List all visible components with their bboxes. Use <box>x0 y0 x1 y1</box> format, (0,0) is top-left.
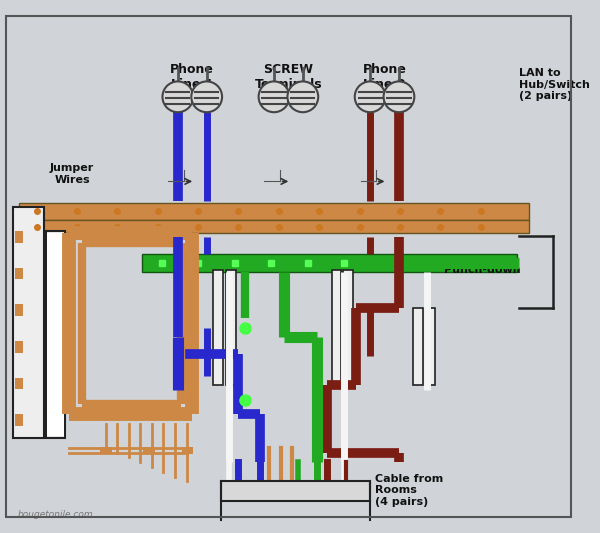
Bar <box>425 308 434 385</box>
Text: bougetonile.com: bougetonile.com <box>17 510 93 519</box>
Bar <box>16 341 23 352</box>
Bar <box>16 231 23 243</box>
Bar <box>221 481 370 500</box>
Bar <box>47 233 64 436</box>
Bar <box>16 268 23 279</box>
Bar <box>100 447 112 455</box>
Bar <box>46 231 65 438</box>
Text: SCREW
Terminals: SCREW Terminals <box>254 63 322 91</box>
Text: Phone
Line 2: Phone Line 2 <box>362 63 406 91</box>
Text: Jumper
Wires: Jumper Wires <box>50 163 94 184</box>
Bar <box>214 270 223 385</box>
Bar <box>143 447 155 455</box>
Bar <box>16 304 23 316</box>
Bar <box>226 270 236 385</box>
Circle shape <box>383 82 415 112</box>
Circle shape <box>163 82 193 112</box>
Bar <box>142 254 517 272</box>
Bar <box>16 414 23 426</box>
Bar <box>343 270 353 385</box>
Text: Cable from
Rooms
(4 pairs): Cable from Rooms (4 pairs) <box>375 474 443 507</box>
Text: Phone
Line 1: Phone Line 1 <box>170 63 214 91</box>
Bar <box>413 308 423 385</box>
Circle shape <box>287 82 318 112</box>
Circle shape <box>259 82 289 112</box>
Bar <box>332 270 341 385</box>
Bar <box>16 377 23 389</box>
Text: LAN to
Hub/Switch
(2 pairs): LAN to Hub/Switch (2 pairs) <box>519 68 590 101</box>
Circle shape <box>355 82 386 112</box>
Bar <box>19 203 529 220</box>
Bar <box>19 220 529 233</box>
Bar <box>182 447 193 455</box>
Bar <box>13 207 44 438</box>
Circle shape <box>191 82 222 112</box>
Text: Punch-down: Punch-down <box>444 265 521 275</box>
